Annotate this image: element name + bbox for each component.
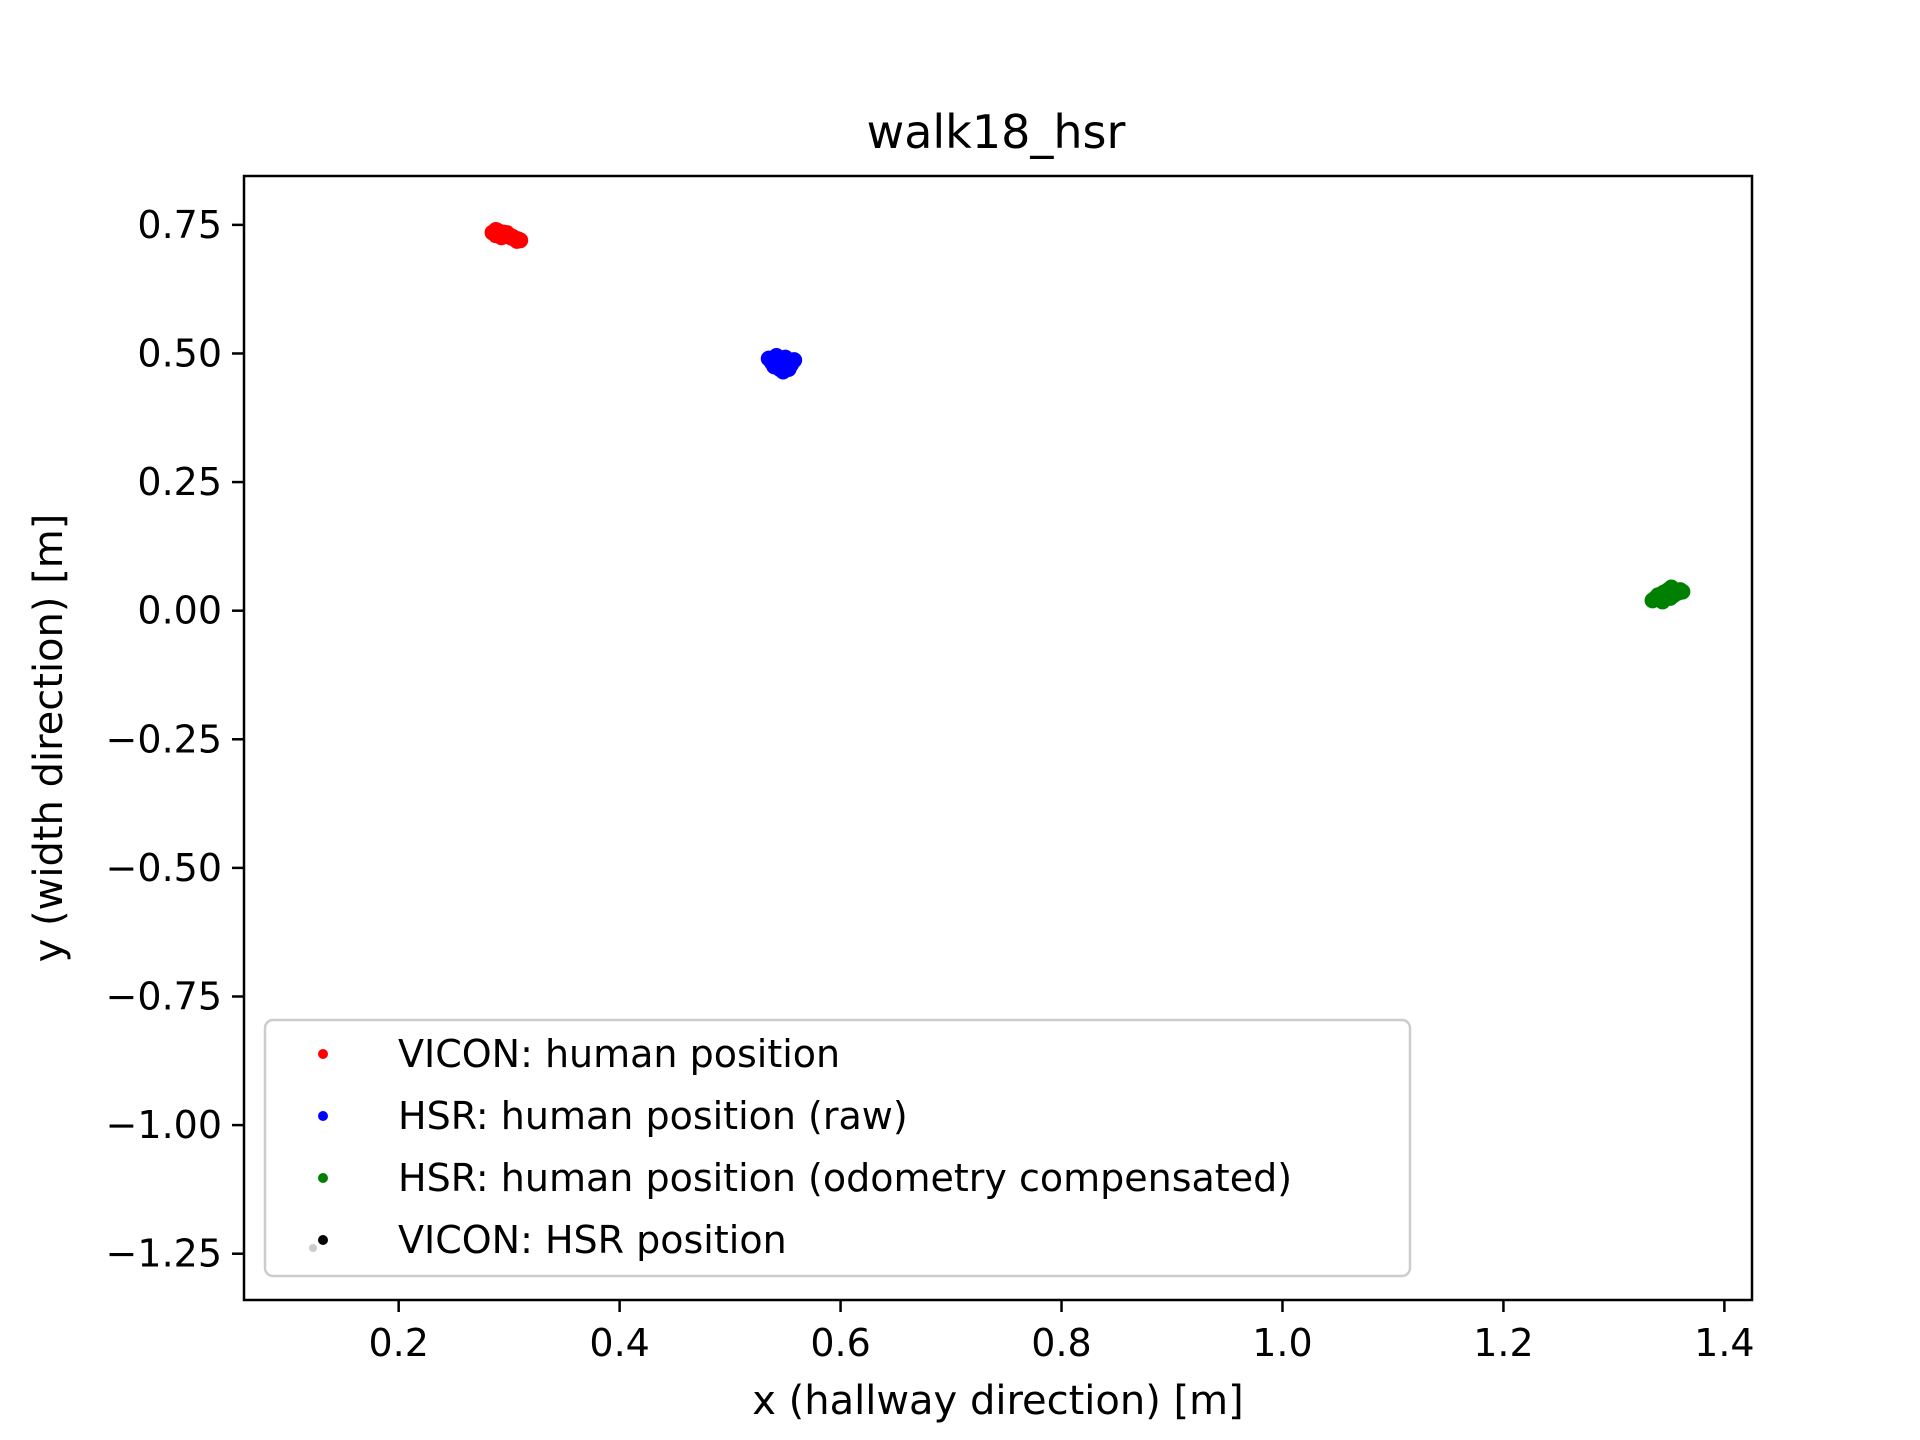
legend-marker xyxy=(309,1244,317,1252)
data-point xyxy=(765,352,782,369)
y-tick-label: 0.50 xyxy=(137,331,222,375)
legend-label: HSR: human position (odometry compensate… xyxy=(398,1156,1292,1200)
chart-title: walk18_hsr xyxy=(867,105,1126,159)
legend-box xyxy=(263,1018,1412,1278)
series-0 xyxy=(484,222,529,249)
x-tick-label: 1.0 xyxy=(1252,1321,1312,1365)
x-tick-label: 0.4 xyxy=(589,1321,649,1365)
legend-marker xyxy=(318,1235,328,1245)
y-tick-label: −1.25 xyxy=(106,1232,222,1276)
data-point xyxy=(1674,583,1691,600)
x-tick-label: 0.8 xyxy=(1031,1321,1091,1365)
y-tick-label: −0.50 xyxy=(106,846,222,890)
series-2 xyxy=(1644,579,1691,610)
y-axis-label: y (width direction) [m] xyxy=(26,514,72,963)
y-tick-label: −0.25 xyxy=(106,717,222,761)
x-tick-label: 0.2 xyxy=(368,1321,428,1365)
legend-label: HSR: human position (raw) xyxy=(398,1094,908,1138)
legend-marker xyxy=(318,1111,328,1121)
plot-frame xyxy=(242,174,1754,1302)
y-tick-label: −0.75 xyxy=(106,974,222,1018)
x-axis-label: x (hallway direction) [m] xyxy=(752,1378,1243,1424)
x-tick-label: 0.6 xyxy=(810,1321,870,1365)
x-tick-label: 1.2 xyxy=(1473,1321,1533,1365)
x-tick-label: 1.4 xyxy=(1694,1321,1754,1365)
legend-label: VICON: HSR position xyxy=(398,1218,787,1262)
legend: VICON: human position HSR: human position… xyxy=(263,1018,1412,1278)
y-tick-label: 0.75 xyxy=(137,203,222,247)
y-axis-ticks: 0.75 0.50 0.25 0.00 −0.25 −0.50 −0.75 −1.00 −1.2… xyxy=(106,203,244,1276)
legend-label: VICON: human position xyxy=(398,1032,840,1076)
data-point xyxy=(1662,589,1679,606)
x-axis-ticks: 0.2 0.4 0.6 0.8 1.0 1.2 1.4 xyxy=(368,1300,1755,1365)
y-tick-label: 0.00 xyxy=(137,589,222,633)
legend-entries: VICON: human position HSR: human position… xyxy=(309,1032,1292,1262)
series-1 xyxy=(760,348,803,380)
data-point xyxy=(508,232,525,249)
points-layer xyxy=(484,222,1691,610)
legend-marker xyxy=(318,1049,328,1059)
y-tick-label: 0.25 xyxy=(137,460,222,504)
legend-marker xyxy=(318,1173,328,1183)
data-point xyxy=(778,357,795,374)
y-tick-label: −1.00 xyxy=(106,1103,222,1147)
